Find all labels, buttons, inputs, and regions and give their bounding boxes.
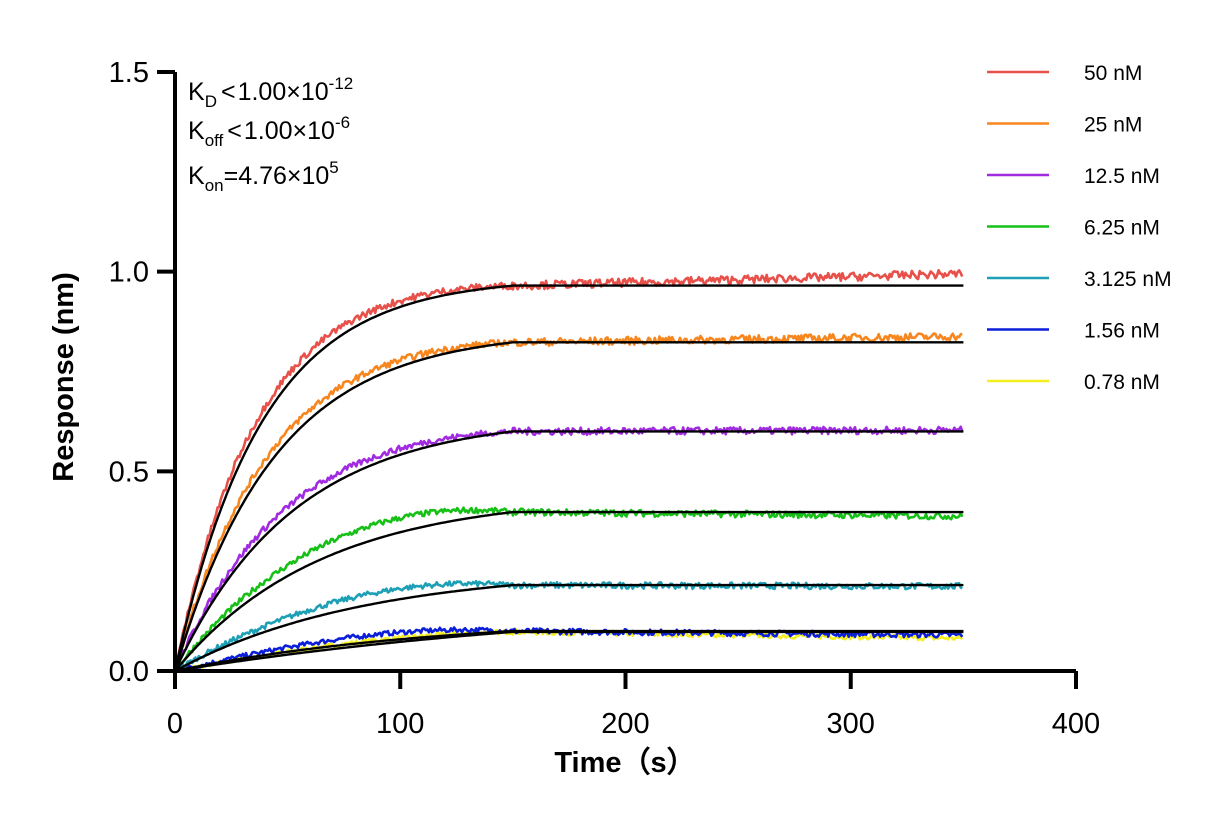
x-tick-label: 100 xyxy=(376,708,424,740)
fit-curve-1-56-nM xyxy=(174,629,964,673)
kd-annotation: KD <1.00×10-12 xyxy=(188,74,353,111)
legend-label: 12.5 nM xyxy=(1084,165,1160,188)
plot-area xyxy=(173,269,964,673)
x-tick-label: 400 xyxy=(1052,708,1100,740)
fit-curve-0-78-nM xyxy=(174,630,964,673)
legend-label: 1.56 nM xyxy=(1084,320,1160,343)
x-tick-label: 300 xyxy=(827,708,875,740)
y-tick-label: 1.0 xyxy=(109,257,149,289)
legend-label: 3.125 nM xyxy=(1084,268,1172,291)
y-tick-label: 1.5 xyxy=(109,57,149,89)
koff-annotation: Koff <1.00×10-6 xyxy=(188,113,350,150)
fit-curve-6-25-nM xyxy=(174,510,964,672)
kon-annotation: Kon=4.76×105 xyxy=(188,158,339,195)
fit-curve-3-125-nM xyxy=(174,583,964,673)
data-curve-12-5-nM xyxy=(173,425,964,672)
fit-curve-12-5-nM xyxy=(173,430,964,672)
legend-label: 25 nM xyxy=(1084,114,1142,137)
fit-curve-50-nM xyxy=(173,284,964,672)
y-axis-title: Response (nm) xyxy=(48,272,80,481)
legend-label: 50 nM xyxy=(1084,62,1142,85)
x-axis-title: Time（s） xyxy=(554,746,695,779)
x-axis: 0 100 200 300 400 xyxy=(167,669,1100,740)
x-tick-label: 200 xyxy=(601,708,649,740)
y-tick-label: 0.5 xyxy=(109,456,149,488)
y-tick-label: 0.0 xyxy=(109,656,149,688)
data-curve-3-125-nM xyxy=(174,579,963,673)
data-curve-50-nM xyxy=(173,269,964,672)
y-axis: 0.0 0.5 1.0 1.5 xyxy=(109,57,177,688)
x-tick-label: 0 xyxy=(167,708,183,740)
legend: 50 nM 25 nM 12.5 nM 6.25 nM 3.125 nM 1.56 nM 0… xyxy=(987,62,1172,394)
legend-label: 0.78 nM xyxy=(1084,371,1160,394)
fit-curve-25-nM xyxy=(173,341,964,672)
legend-label: 6.25 nM xyxy=(1084,217,1160,240)
